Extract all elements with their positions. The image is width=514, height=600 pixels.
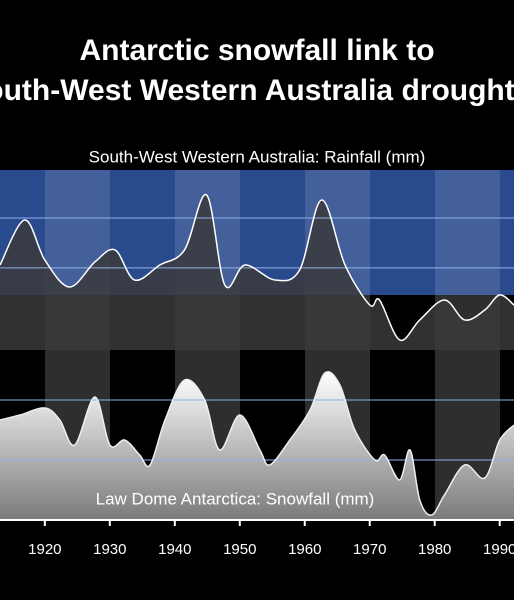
stripe-light <box>435 170 500 295</box>
series-line <box>0 371 514 516</box>
x-tick-label: 1920 <box>28 541 61 558</box>
panel-title: South-West Western Australia: Rainfall (… <box>89 147 426 166</box>
x-tick-label: 1940 <box>158 541 191 558</box>
x-tick-label: 1960 <box>288 541 321 558</box>
panel-title: Law Dome Antarctica: Snowfall (mm) <box>96 489 375 508</box>
x-tick-label: 1980 <box>418 541 451 558</box>
x-tick-label: 1990 <box>483 541 514 558</box>
x-tick-label: 1930 <box>93 541 126 558</box>
title-line: South-West Western Australia drought <box>0 74 514 107</box>
x-tick-label: 1970 <box>353 541 386 558</box>
title-line: Antarctic snowfall link to <box>79 34 434 67</box>
x-tick-label: 1950 <box>223 541 256 558</box>
series-line <box>0 194 514 342</box>
area-fill <box>0 194 514 350</box>
area-fill <box>0 371 514 520</box>
